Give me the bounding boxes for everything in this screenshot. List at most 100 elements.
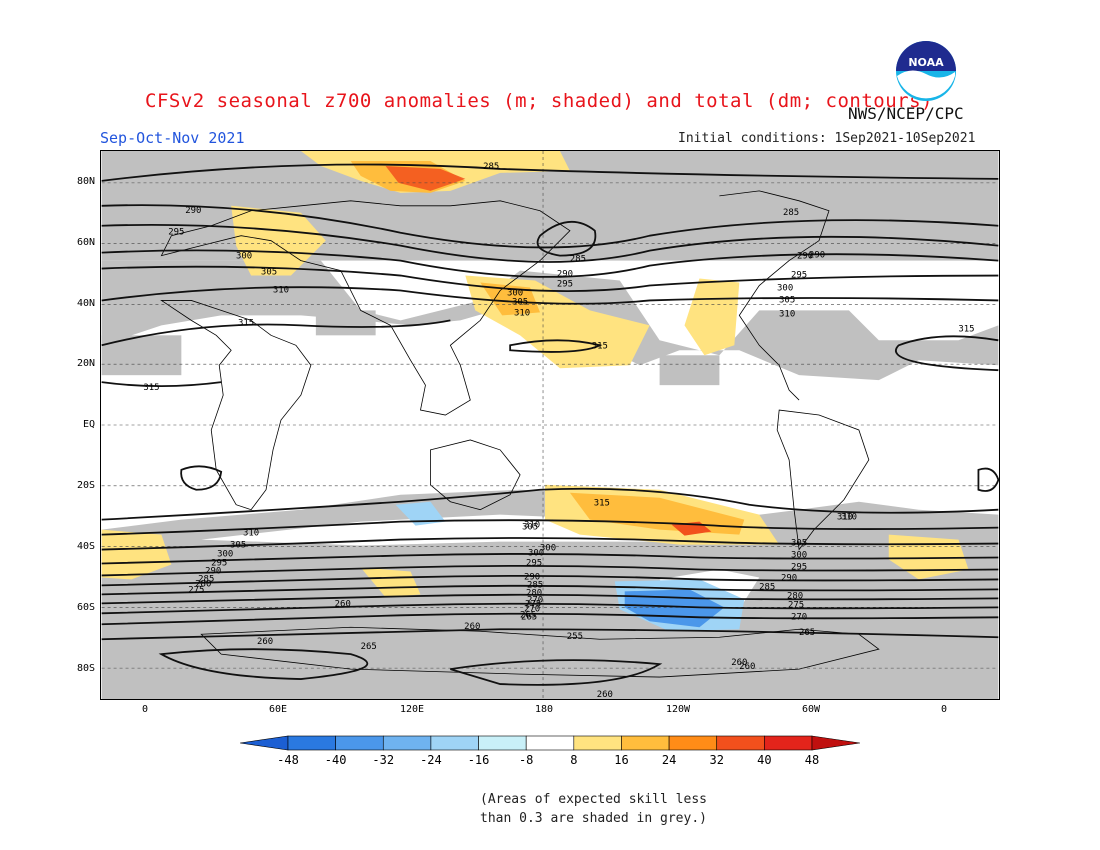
contour-label: 275	[188, 585, 204, 595]
contour-285-north	[101, 163, 999, 182]
colorbar-swatch	[287, 735, 336, 751]
lat-label: 80N	[76, 176, 95, 187]
contour-label: 315	[592, 341, 608, 351]
contour-label: 310	[273, 285, 289, 295]
contour-label: 305	[779, 295, 795, 305]
colorbar-swatch	[478, 735, 527, 751]
contour-label: 260	[739, 662, 755, 672]
anom-sindian-small	[360, 567, 421, 598]
contour-label: 285	[198, 574, 214, 584]
lon-label: 120W	[665, 704, 691, 715]
colorbar-tick-label: 8	[570, 753, 577, 766]
lat-label: 20N	[76, 358, 95, 369]
contour-315-tropical	[101, 381, 222, 388]
colorbar-tick-label: -8	[519, 753, 533, 766]
contour-295-north	[101, 224, 999, 263]
skill-footnote-line2: than 0.3 are shaded in grey.)	[480, 811, 707, 826]
lon-label: 60E	[268, 704, 288, 715]
contour-label: 290	[781, 573, 797, 583]
contour-label: 265	[520, 610, 536, 620]
contour-label: 285	[527, 580, 543, 590]
contour-315-north-west	[101, 319, 451, 347]
contour-label: 285	[783, 208, 799, 218]
colorbar-tick-label: -16	[468, 753, 490, 766]
colorbar-swatch	[621, 735, 670, 751]
contour-label: 270	[524, 604, 540, 614]
contour-label: 275	[788, 600, 804, 610]
colorbar-swatch	[811, 735, 860, 751]
eurasia-outline	[160, 200, 571, 416]
contour-label: 305	[230, 541, 246, 551]
lon-label: 180	[534, 704, 554, 715]
colorbar-swatch	[335, 735, 384, 751]
contour-275-south	[101, 593, 999, 605]
contour-label: 300	[217, 550, 233, 560]
anom-sindian-yellow	[888, 534, 969, 580]
colorbar-ticks: -48 -40 -32 -24 -16 -8 8 16 24 32 40 48	[277, 753, 819, 766]
colorbar: -48 -40 -32 -24 -16 -8 8 16 24 32 40 48	[240, 735, 860, 766]
anom-australia-light-blue	[395, 501, 446, 526]
grey-midlat-north	[101, 260, 999, 381]
contour-label: 315	[143, 383, 159, 393]
contour-255-antarctic-cell	[450, 659, 663, 686]
colorbar-swatch	[573, 735, 622, 751]
contour-label: 265	[361, 642, 377, 652]
contour-295-south	[101, 553, 999, 565]
contour-label: 300	[507, 288, 523, 298]
contour-label: 295	[791, 271, 807, 281]
lon-label: 60W	[801, 704, 821, 715]
contour-label: 265	[799, 628, 815, 638]
lat-label: 40S	[76, 541, 95, 552]
noaa-logo: NOAA	[896, 41, 956, 101]
lat-label: 20S	[76, 480, 95, 491]
grid-lines	[101, 151, 999, 699]
lon-label: 120E	[399, 704, 425, 715]
contour-label: 295	[211, 558, 227, 568]
skill-footnote-line1: (Areas of expected skill less	[480, 792, 707, 807]
contour-300-north	[101, 249, 999, 278]
positive-anomalies	[101, 151, 969, 598]
contour-label: 305	[512, 297, 528, 307]
australia-outline	[430, 439, 521, 511]
contour-290-north	[101, 204, 999, 249]
contour-label: 295	[557, 280, 573, 290]
contour-270-south	[101, 602, 999, 615]
logo-wave	[897, 70, 955, 99]
colorbar-swatch	[240, 735, 289, 751]
contour-label: 300	[791, 551, 807, 561]
contour-label: 315	[594, 499, 610, 509]
antarctica-outline	[200, 626, 880, 678]
colorbar-swatch	[668, 735, 718, 751]
contour-label: 290	[205, 566, 221, 576]
chart-title: CFSv2 seasonal z700 anomalies (m; shaded…	[145, 90, 933, 112]
map-plot: 285 290 295 300 305 310 315 315 315 290 …	[100, 150, 1000, 700]
colorbar-tick-label: 16	[614, 753, 628, 766]
grey-patch-asia	[315, 310, 376, 336]
contour-label: 300	[528, 549, 544, 559]
colorbar-tick-label: -48	[277, 753, 299, 766]
colorbar-tick-label: 32	[710, 753, 724, 766]
logo-top-half	[896, 41, 956, 71]
contour-label: 260	[597, 690, 613, 700]
contour-label: 295	[526, 558, 542, 568]
contour-label: 290	[809, 251, 825, 261]
contour-label: 315	[958, 324, 974, 334]
contour-label: 310	[841, 513, 857, 523]
contour-label: 315	[238, 318, 254, 328]
contour-label: 285	[483, 162, 499, 172]
contour-label: 265	[521, 612, 537, 622]
contour-315-north-east	[895, 335, 999, 372]
contour-label: 260	[335, 599, 351, 609]
contour-305-north	[101, 265, 999, 293]
contour-africa-cell	[180, 465, 223, 491]
contour-label: 270	[791, 612, 807, 622]
lon-label: 0	[940, 704, 948, 715]
contour-label: 260	[257, 637, 273, 647]
contour-label: 310	[524, 521, 540, 531]
lat-label: 40N	[76, 298, 95, 309]
anom-namerica-yellow	[684, 278, 740, 356]
contour-atlantic-cell	[977, 467, 999, 492]
contour-label: 310	[514, 308, 530, 318]
contour-label: 305	[791, 539, 807, 549]
season-label: Sep-Oct-Nov 2021	[100, 129, 245, 147]
